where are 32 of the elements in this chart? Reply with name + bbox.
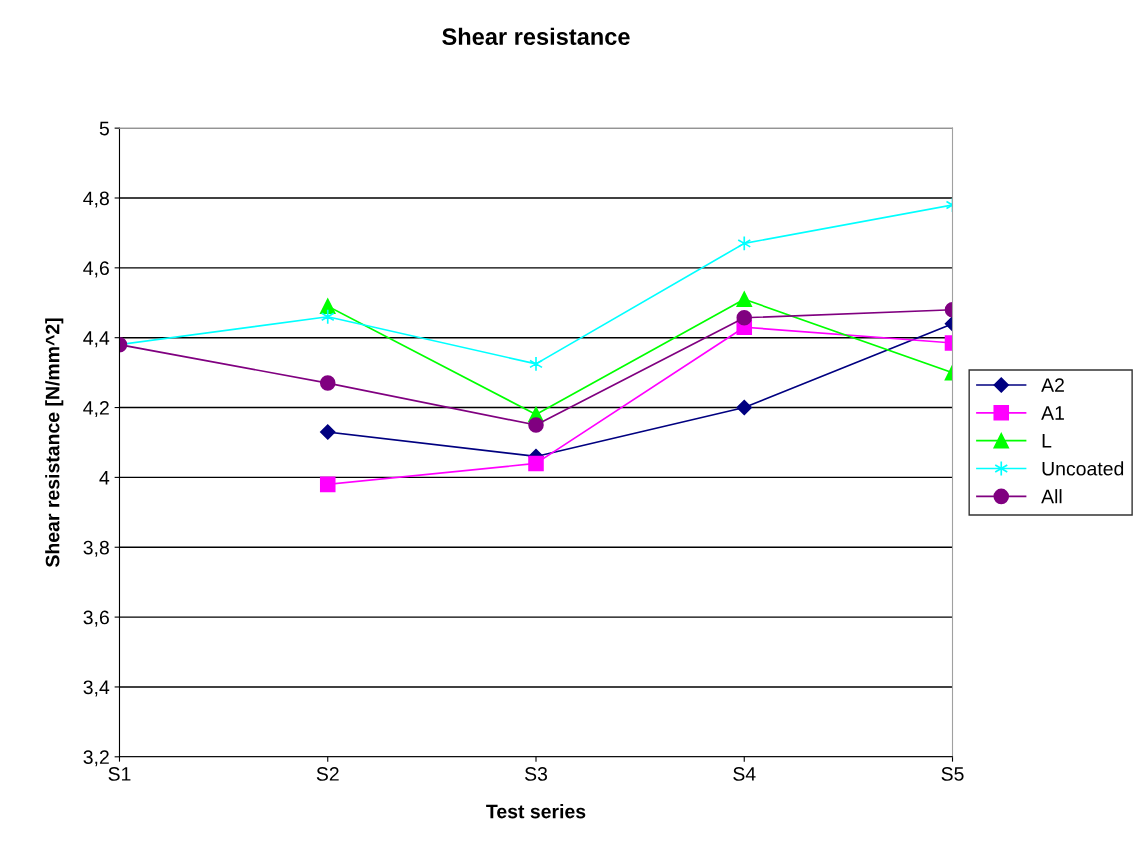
y-axis-title: Shear resistance [N/mm^2] bbox=[45, 318, 64, 567]
y-tick-label: 3,6 bbox=[83, 610, 109, 627]
y-tick-label: 4,6 bbox=[83, 261, 109, 278]
legend-label: L bbox=[1042, 434, 1052, 448]
point bbox=[528, 417, 544, 433]
point bbox=[319, 476, 336, 493]
x-axis-title: Test series bbox=[486, 804, 586, 819]
legend-label: Uncoated bbox=[1042, 461, 1124, 476]
legend-label: A1 bbox=[1041, 406, 1064, 420]
y-tick-label: 4,4 bbox=[83, 331, 110, 348]
y-tick-label: 3,8 bbox=[83, 540, 109, 557]
point bbox=[319, 375, 336, 391]
legend-label: All bbox=[1041, 489, 1062, 504]
point bbox=[736, 399, 752, 416]
x-tick-label: S4 bbox=[733, 767, 756, 781]
x-tick-label: S5 bbox=[941, 767, 964, 781]
point bbox=[320, 308, 335, 325]
y-tick-label: 3,4 bbox=[83, 680, 110, 697]
y-tick-label: 4 bbox=[99, 471, 110, 485]
x-tick-label: S3 bbox=[524, 767, 548, 781]
point bbox=[320, 424, 336, 440]
point bbox=[319, 298, 336, 315]
point bbox=[528, 455, 544, 472]
y-tick-label: 4,2 bbox=[83, 401, 109, 418]
x-tick-label: S2 bbox=[316, 767, 339, 781]
y-tick-label: 5 bbox=[99, 121, 109, 136]
x-tick-label: S1 bbox=[108, 767, 131, 781]
chart-title: Shear resistance bbox=[442, 27, 630, 46]
point bbox=[529, 356, 543, 372]
legend-label: A2 bbox=[1041, 378, 1064, 392]
y-tick-label: 4,8 bbox=[83, 191, 109, 208]
y-tick-label: 3,2 bbox=[83, 750, 109, 767]
